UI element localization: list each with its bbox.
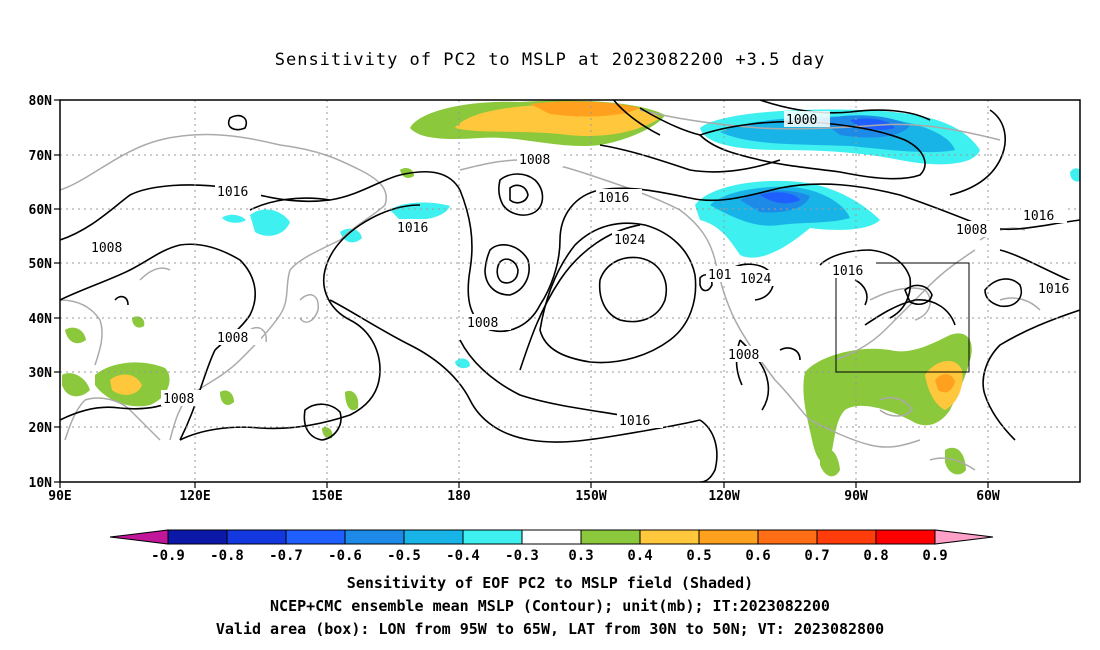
- lat-label: 50N: [29, 257, 53, 272]
- colorbar-right-arrow: [934, 529, 994, 545]
- colorbar-tick-label: 0.8: [863, 548, 888, 564]
- contour-label-1008: 1008: [956, 223, 987, 238]
- lon-label: 120E: [179, 489, 210, 504]
- contour-label-1008: 1008: [91, 241, 122, 256]
- caption-line-3: Valid area (box): LON from 95W to 65W, L…: [215, 620, 885, 638]
- contour-label-1008: 1008: [467, 316, 498, 331]
- lon-label: 180: [447, 489, 471, 504]
- contour-label-1016: 1016: [598, 191, 629, 206]
- contour-label-1008: 1008: [217, 331, 248, 346]
- contour-label-101: 101: [708, 268, 731, 283]
- contour-label-1016: 1016: [832, 264, 863, 279]
- colorbar-swatch: [757, 529, 818, 545]
- graticule: [60, 100, 1080, 482]
- colorbar-swatch: [462, 529, 523, 545]
- colorbar-swatch: [285, 529, 346, 545]
- lat-label: 70N: [29, 149, 53, 164]
- contour-label-1016: 1016: [1023, 209, 1054, 224]
- lon-label: 150W: [575, 489, 606, 504]
- contour-label-1008: 1008: [163, 392, 194, 407]
- colorbar-swatch: [167, 529, 228, 545]
- contour-label-1008: 1008: [519, 153, 550, 168]
- lat-label: 20N: [29, 421, 53, 436]
- caption-line-1: Sensitivity of EOF PC2 to MSLP field (Sh…: [346, 574, 754, 592]
- colorbar-tick-label: -0.7: [269, 548, 303, 564]
- colorbar-swatch: [875, 529, 936, 545]
- axis-ticks: [54, 99, 989, 488]
- shaded-sensitivity: [62, 100, 1080, 477]
- contour-label-1016: 1016: [1038, 282, 1069, 297]
- lon-label: 60W: [976, 489, 1000, 504]
- colorbar-swatch: [521, 529, 582, 545]
- colorbar-swatch: [816, 529, 877, 545]
- coastlines: [60, 109, 1041, 471]
- latitude-labels: 80N 70N 60N 50N 40N 30N 20N 10N: [29, 94, 53, 491]
- colorbar-tick-label: 0.6: [745, 548, 770, 564]
- colorbar-left-arrow: [109, 529, 169, 545]
- lon-label: 120W: [708, 489, 739, 504]
- contour-label-1008: 1008: [728, 348, 759, 363]
- caption-line-2: NCEP+CMC ensemble mean MSLP (Contour); u…: [270, 597, 830, 615]
- contour-label-1016: 1016: [397, 221, 428, 236]
- contour-labels: 1000 1008 1016 1008 1016 1016 1024 1008 …: [89, 111, 1080, 429]
- colorbar-tick-label: 0.3: [568, 548, 593, 564]
- colorbar-tick-label: 0.5: [686, 548, 711, 564]
- lat-label: 40N: [29, 312, 53, 327]
- contour-label-1016: 1016: [217, 185, 248, 200]
- colorbar-tick-label: -0.8: [210, 548, 244, 564]
- colorbar: -0.9 -0.8 -0.7 -0.6 -0.5 -0.4 -0.3 0.3 0.4 0.5 0.6…: [109, 529, 994, 564]
- colorbar-swatch: [580, 529, 641, 545]
- lon-label: 150E: [311, 489, 342, 504]
- lat-label: 80N: [29, 94, 53, 109]
- colorbar-swatch: [344, 529, 405, 545]
- colorbar-tick-label: -0.3: [505, 548, 539, 564]
- colorbar-tick-label: -0.6: [328, 548, 362, 564]
- contour-label-1024: 1024: [740, 272, 771, 287]
- valid-area-box: [835, 262, 970, 373]
- colorbar-tick-label: 0.7: [804, 548, 829, 564]
- lon-label: 90W: [844, 489, 868, 504]
- colorbar-tick-label: 0.9: [922, 548, 947, 564]
- colorbar-swatch: [639, 529, 700, 545]
- colorbar-tick-label: -0.5: [387, 548, 421, 564]
- map-frame: [59, 99, 1081, 483]
- colorbar-swatch: [403, 529, 464, 545]
- lon-label: 90E: [48, 489, 71, 504]
- colorbar-tick-label: 0.4: [627, 548, 652, 564]
- longitude-labels: 90E 120E 150E 180 150W 120W 90W 60W: [48, 489, 1000, 504]
- contour-label-1024: 1024: [614, 233, 645, 248]
- lat-label: 60N: [29, 203, 53, 218]
- colorbar-tick-label: -0.9: [151, 548, 185, 564]
- contour-label-1000: 1000: [786, 113, 817, 128]
- colorbar-swatch: [698, 529, 759, 545]
- lat-label: 30N: [29, 366, 53, 381]
- colorbar-swatch: [226, 529, 287, 545]
- contour-label-1016: 1016: [619, 414, 650, 429]
- lat-label: 10N: [29, 476, 53, 491]
- chart-title: Sensitivity of PC2 to MSLP at 2023082200…: [274, 50, 826, 70]
- colorbar-tick-label: -0.4: [446, 548, 480, 564]
